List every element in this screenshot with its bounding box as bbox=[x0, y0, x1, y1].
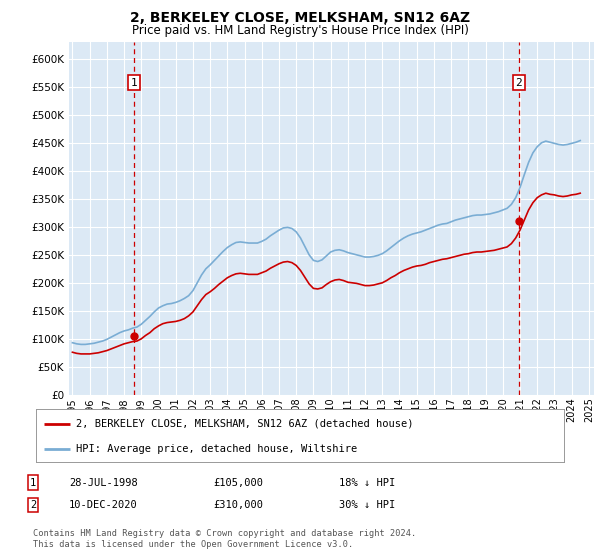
Text: 1: 1 bbox=[30, 478, 36, 488]
Text: 18% ↓ HPI: 18% ↓ HPI bbox=[339, 478, 395, 488]
Text: £310,000: £310,000 bbox=[213, 500, 263, 510]
Text: 30% ↓ HPI: 30% ↓ HPI bbox=[339, 500, 395, 510]
Text: 1: 1 bbox=[131, 78, 137, 87]
Text: 2: 2 bbox=[515, 78, 523, 87]
Text: HPI: Average price, detached house, Wiltshire: HPI: Average price, detached house, Wilt… bbox=[76, 444, 357, 454]
Text: 2, BERKELEY CLOSE, MELKSHAM, SN12 6AZ: 2, BERKELEY CLOSE, MELKSHAM, SN12 6AZ bbox=[130, 11, 470, 25]
Text: 10-DEC-2020: 10-DEC-2020 bbox=[69, 500, 138, 510]
Text: 2, BERKELEY CLOSE, MELKSHAM, SN12 6AZ (detached house): 2, BERKELEY CLOSE, MELKSHAM, SN12 6AZ (d… bbox=[76, 419, 413, 429]
Text: 28-JUL-1998: 28-JUL-1998 bbox=[69, 478, 138, 488]
Text: £105,000: £105,000 bbox=[213, 478, 263, 488]
Text: Contains HM Land Registry data © Crown copyright and database right 2024.
This d: Contains HM Land Registry data © Crown c… bbox=[33, 529, 416, 549]
Text: 2: 2 bbox=[30, 500, 36, 510]
Text: Price paid vs. HM Land Registry's House Price Index (HPI): Price paid vs. HM Land Registry's House … bbox=[131, 24, 469, 37]
